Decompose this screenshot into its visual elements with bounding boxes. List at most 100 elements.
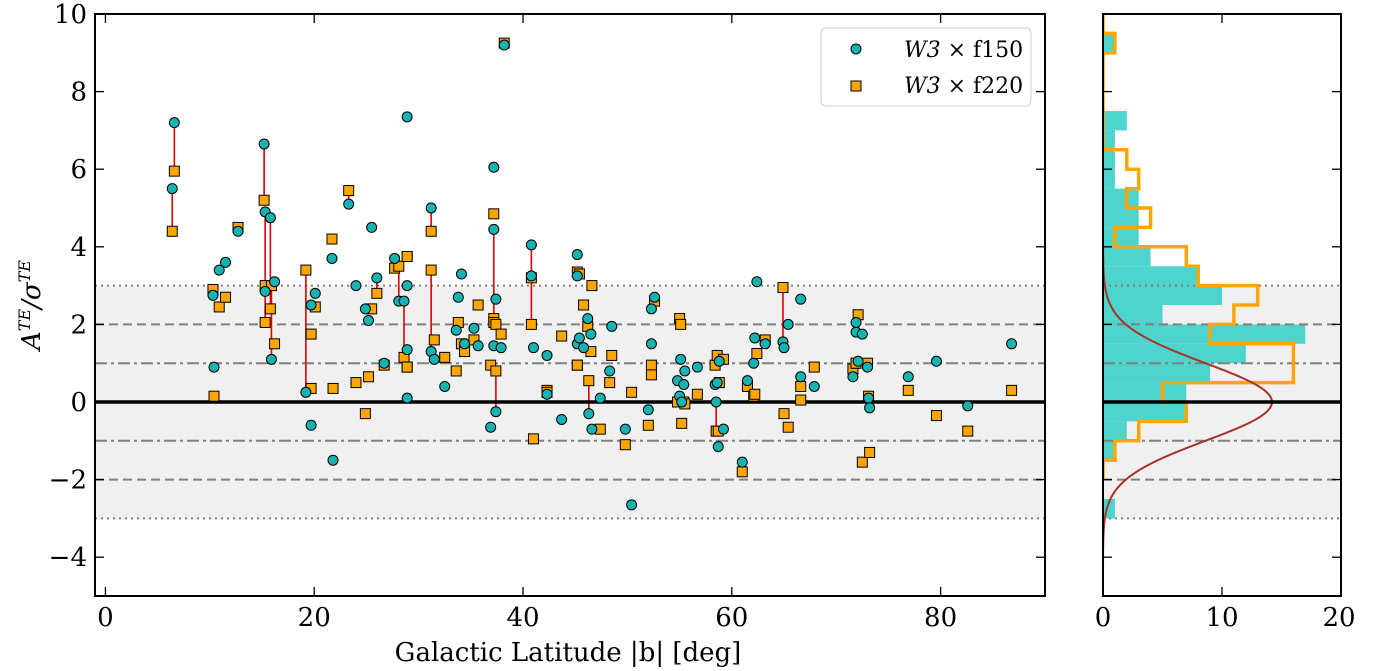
point-f150 <box>401 344 413 356</box>
point-f220 <box>604 377 616 389</box>
point-f150 <box>264 212 276 224</box>
point-f150 <box>645 303 657 315</box>
hist-bar-f150 <box>1103 149 1115 170</box>
point-f220 <box>439 351 451 363</box>
point-f150 <box>741 375 753 387</box>
point-f220 <box>578 299 590 311</box>
point-f220 <box>488 208 500 220</box>
point-f150 <box>359 303 371 315</box>
point-f220 <box>606 349 618 361</box>
hist-bar-f150 <box>1103 324 1306 344</box>
point-f150 <box>428 353 440 365</box>
point-f220 <box>864 446 876 458</box>
y-axis-tick-label: −4 <box>49 543 87 573</box>
point-f220 <box>472 299 484 311</box>
point-f220 <box>751 348 763 359</box>
point-f150 <box>495 342 507 354</box>
point-f150 <box>327 454 339 466</box>
point-f220 <box>166 225 178 237</box>
legend-box <box>820 27 1032 107</box>
histogram-panel: 0 10 20 <box>1095 13 1356 633</box>
point-f150 <box>472 340 484 352</box>
x-axis-label: Galactic Latitude |b| [deg] <box>395 638 742 668</box>
point-f220 <box>782 421 794 433</box>
scatter-panel: 0 20 40 60 80 −4 −2 0 2 4 6 8 10 W3 × f150 W3 × f220… <box>15 0 1046 668</box>
point-f220 <box>219 291 231 303</box>
point-f150 <box>749 332 761 344</box>
point-f150 <box>371 272 383 284</box>
point-f220 <box>736 466 748 478</box>
point-f150 <box>168 117 180 129</box>
point-f220 <box>371 287 383 299</box>
point-f150 <box>490 293 502 305</box>
point-f220 <box>645 369 657 381</box>
point-f150 <box>309 287 321 299</box>
point-f150 <box>498 39 510 51</box>
point-f150 <box>645 338 657 350</box>
point-f220 <box>401 251 413 262</box>
x-axis-tick-label: 20 <box>298 603 331 633</box>
point-f150 <box>459 338 471 350</box>
point-f220 <box>856 456 868 468</box>
point-f220 <box>808 361 820 373</box>
point-f150 <box>713 355 725 367</box>
point-f150 <box>619 423 631 435</box>
point-f150 <box>343 198 355 210</box>
y-axis-tick-label: 4 <box>70 233 87 263</box>
point-f150 <box>488 161 500 173</box>
point-f220 <box>305 328 317 340</box>
point-f220 <box>359 408 371 420</box>
y-axis-tick-label: −2 <box>49 466 87 496</box>
point-f220 <box>326 233 338 245</box>
point-f150 <box>606 320 618 332</box>
point-f150 <box>573 332 585 344</box>
point-f150 <box>863 392 875 404</box>
point-f220 <box>527 433 539 445</box>
point-f150 <box>259 285 271 297</box>
point-f150 <box>808 380 820 392</box>
hist-bar-f150 <box>1103 188 1139 208</box>
point-f220 <box>425 264 437 276</box>
point-f150 <box>1006 338 1018 350</box>
point-f220 <box>363 371 375 383</box>
point-f150 <box>850 316 862 328</box>
y-axis-tick-label: 8 <box>70 78 87 108</box>
point-f150 <box>398 295 410 307</box>
point-f220 <box>401 361 413 373</box>
point-f150 <box>862 361 874 373</box>
y-axis-tick-label: 10 <box>54 0 87 30</box>
point-f150 <box>710 396 722 408</box>
point-f150 <box>902 371 914 383</box>
point-f150 <box>485 421 497 433</box>
point-f220 <box>586 280 598 292</box>
point-f220 <box>962 425 974 437</box>
point-f150 <box>265 353 277 365</box>
x-axis-tick-label: 0 <box>97 603 114 633</box>
point-f220 <box>583 375 595 387</box>
point-f150 <box>541 388 553 400</box>
point-f220 <box>350 377 362 389</box>
point-f220 <box>642 419 654 431</box>
hist-bar-f150 <box>1103 246 1151 267</box>
point-f150 <box>363 315 375 327</box>
point-f220 <box>495 328 507 340</box>
point-f150 <box>626 499 638 511</box>
point-f150 <box>401 111 413 123</box>
point-f150 <box>326 252 338 264</box>
y-axis-tick-label: 0 <box>70 388 87 418</box>
x-axis-tick-label: 80 <box>924 603 957 633</box>
point-f220 <box>490 318 502 330</box>
point-f150 <box>852 355 864 367</box>
hist-bar-f150 <box>1103 208 1139 228</box>
point-f150 <box>571 249 583 261</box>
hist-bar-f150 <box>1103 402 1187 422</box>
legend-label-f220: W3 × f220 <box>904 74 1023 99</box>
point-f150 <box>691 361 703 373</box>
point-f220 <box>258 194 270 206</box>
point-f150 <box>258 138 270 150</box>
hist-x-tick-label: 0 <box>1095 603 1112 633</box>
point-f150 <box>582 313 594 325</box>
point-f150 <box>604 365 616 377</box>
hist-bar-f150 <box>1103 440 1115 461</box>
